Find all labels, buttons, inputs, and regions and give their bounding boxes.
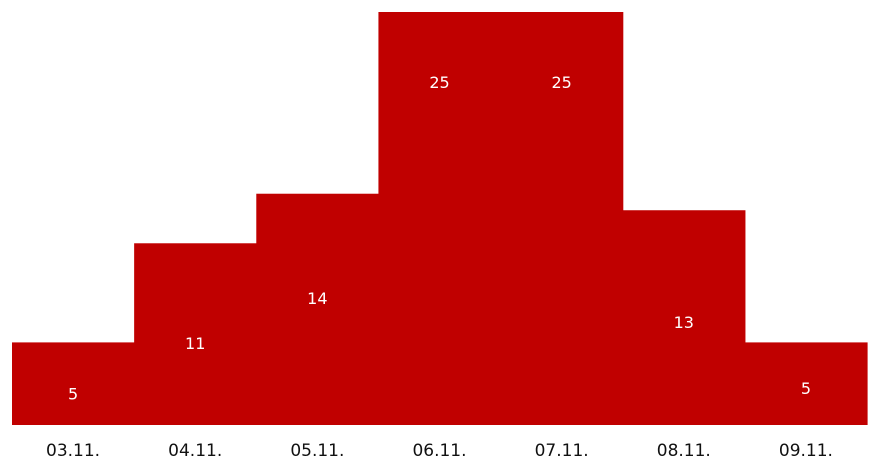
x-tick-label-06.11.: 06.11.	[412, 441, 466, 461]
bar-07.11.	[500, 12, 624, 425]
data-label-06.11.: 25	[429, 73, 449, 92]
bar-09.11.	[744, 342, 868, 425]
data-label-08.11.: 13	[674, 313, 694, 332]
x-tick-label-09.11.: 09.11.	[779, 441, 833, 461]
x-axis-tick-labels: 03.11. 04.11. 05.11. 06.11. 07.11. 08.11. 09.1…	[46, 441, 833, 461]
bar-08.11.	[622, 210, 746, 425]
x-tick-label-04.11.: 04.11.	[168, 441, 222, 461]
data-label-09.11.: 5	[801, 379, 811, 398]
x-tick-label-07.11.: 07.11.	[535, 441, 589, 461]
data-label-03.11.: 5	[68, 385, 78, 404]
data-labels: 5 11 14 25 25 13 5	[68, 73, 811, 403]
data-label-07.11.: 25	[551, 73, 571, 92]
x-tick-label-08.11.: 08.11.	[657, 441, 711, 461]
bar-04.11.	[134, 243, 257, 425]
bar-06.11.	[378, 12, 502, 425]
bars	[12, 12, 868, 425]
x-tick-label-03.11.: 03.11.	[46, 441, 100, 461]
x-tick-label-05.11.: 05.11.	[290, 441, 344, 461]
data-label-05.11.: 14	[307, 289, 327, 308]
data-label-04.11.: 11	[185, 334, 205, 353]
bar-03.11.	[12, 342, 135, 425]
bar-05.11.	[256, 193, 380, 425]
